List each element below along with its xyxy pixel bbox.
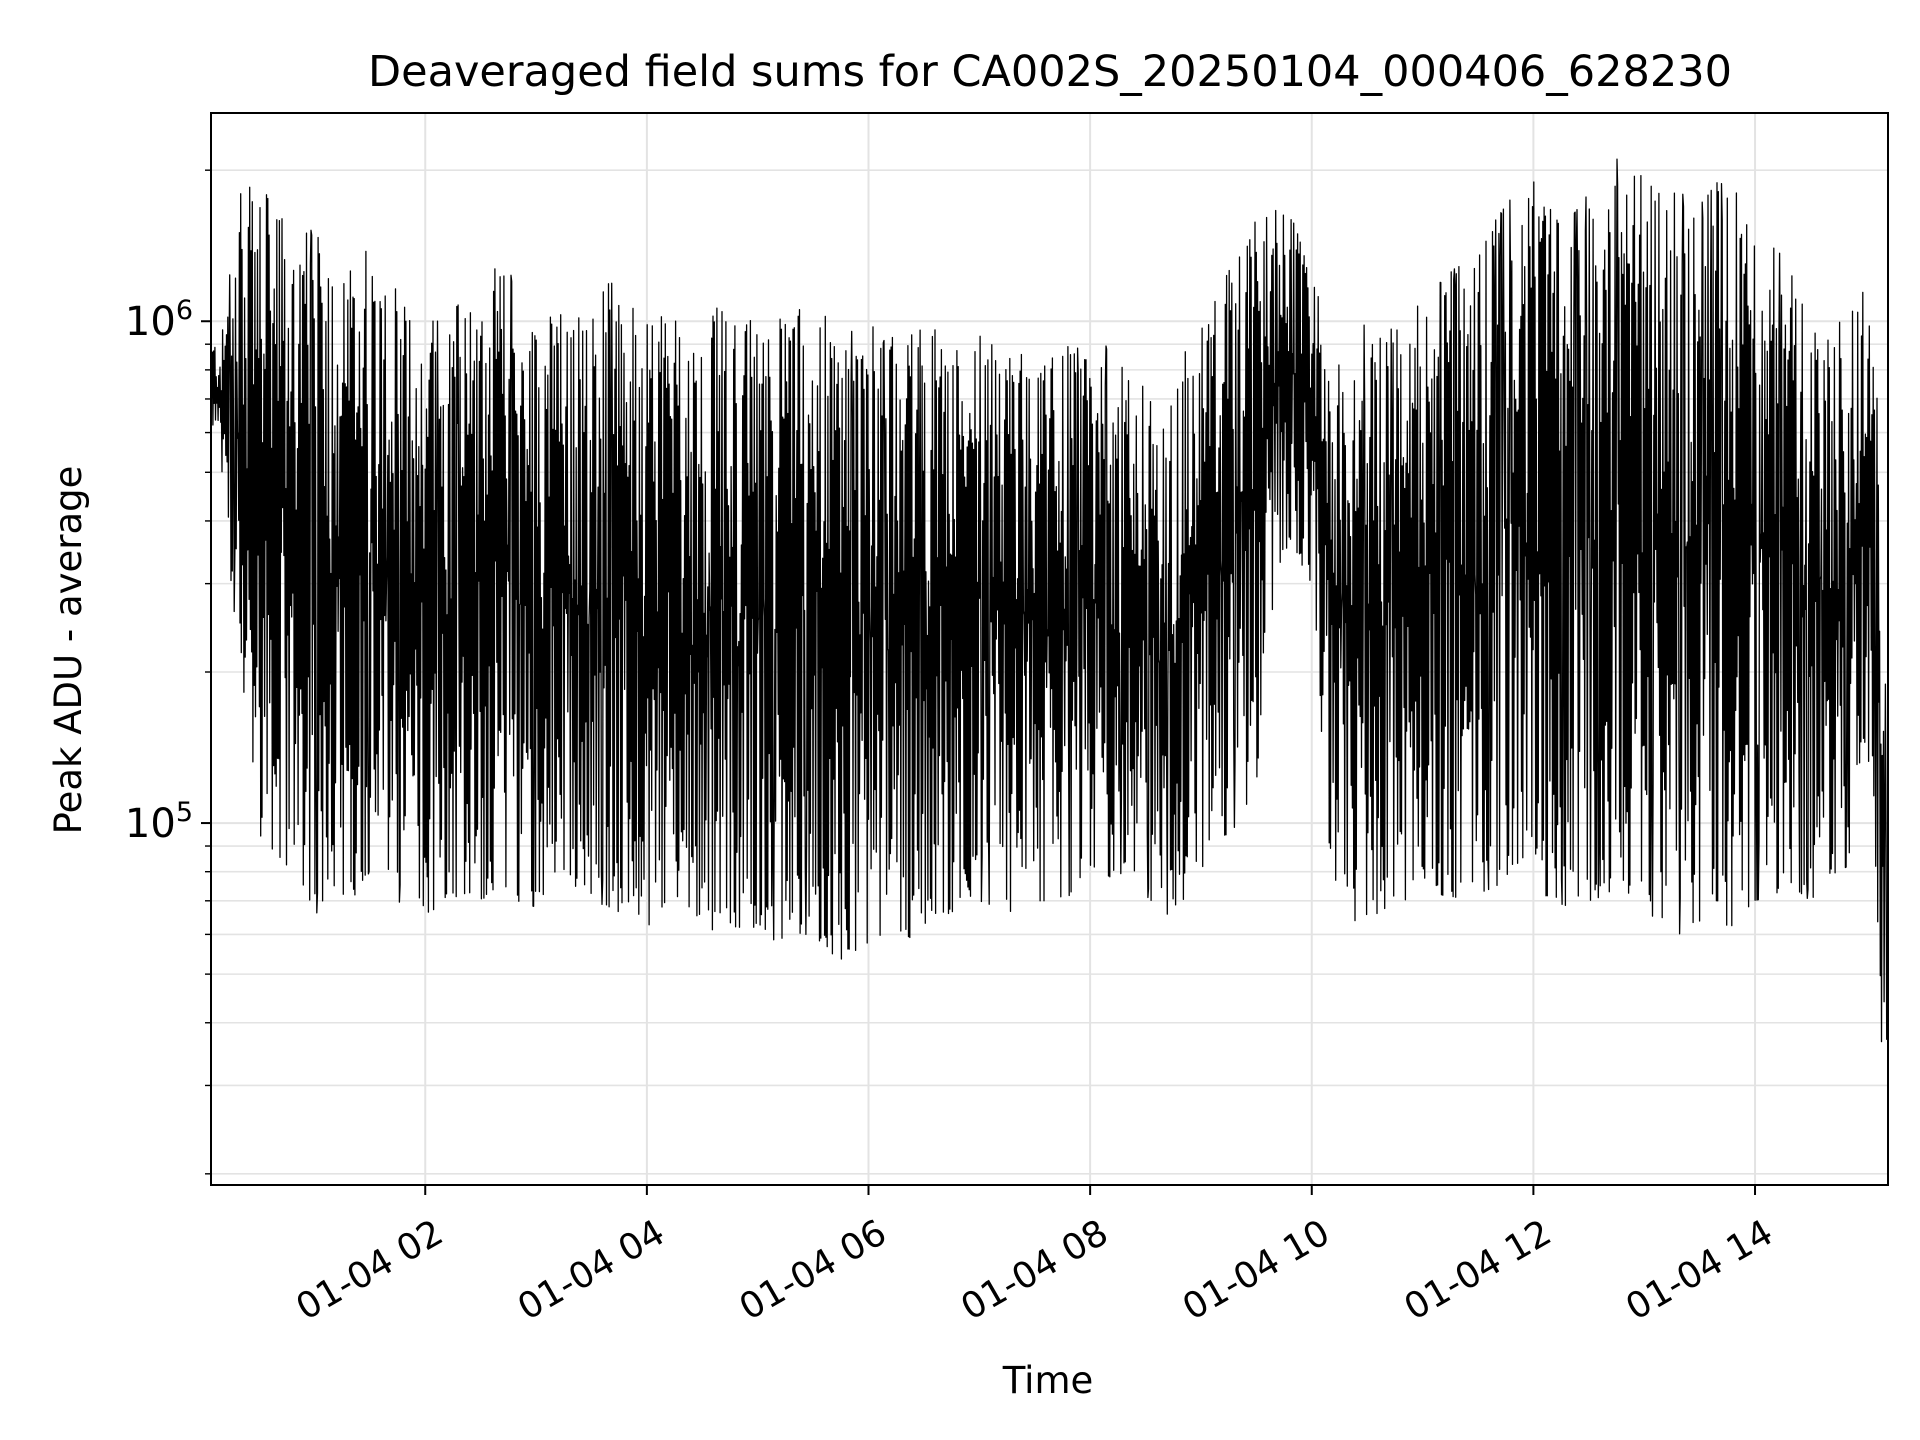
y-axis-label: Peak ADU - average (47, 466, 90, 835)
series-layer (210, 158, 1889, 1043)
y-tick-label: 105 (125, 797, 193, 847)
chart-title: Deaveraged field sums for CA002S_2025010… (368, 47, 1732, 97)
series-line (210, 158, 1889, 1043)
y-axis: 105 106 (125, 169, 211, 1175)
x-axis-label: Time (1002, 1359, 1094, 1402)
y-tick-label: 106 (125, 295, 193, 345)
plot-frame (210, 112, 1889, 1186)
